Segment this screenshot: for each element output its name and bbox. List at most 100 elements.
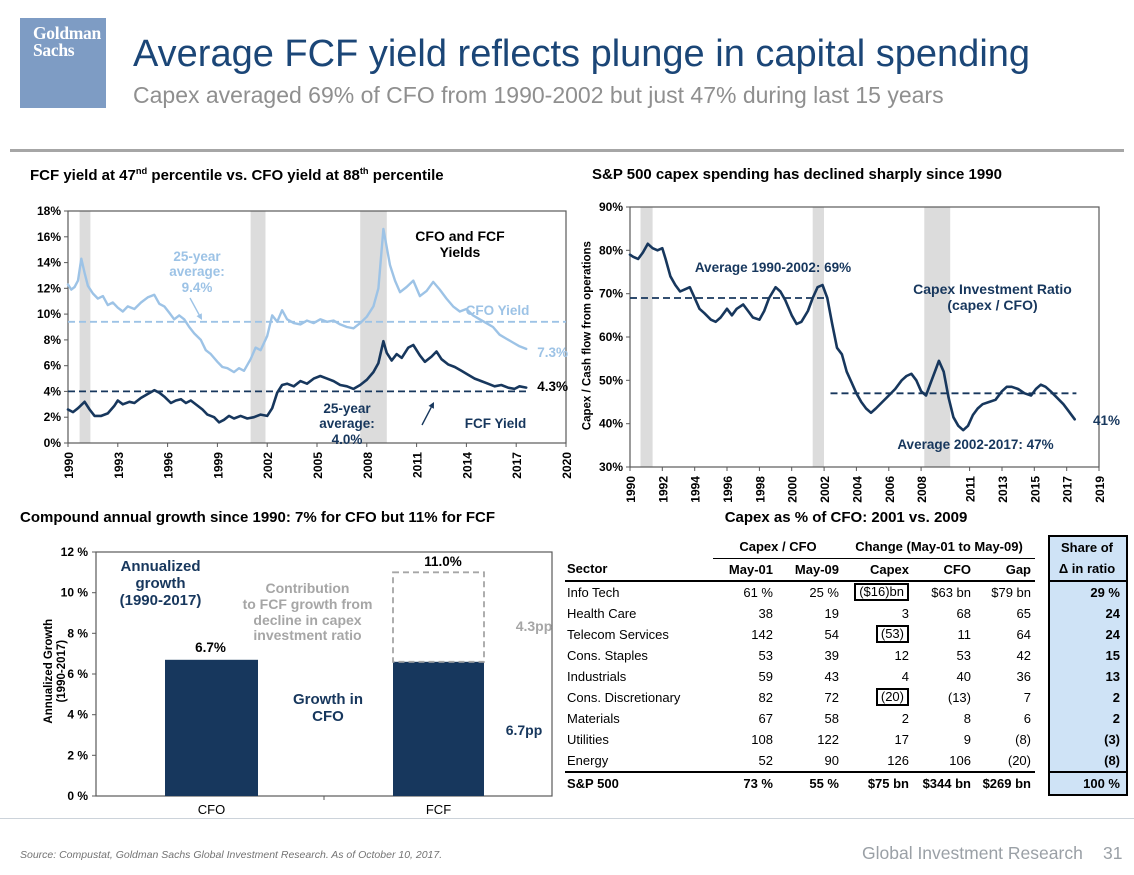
source-note: Source: Compustat, Goldman Sachs Global … <box>20 849 443 861</box>
growth-chart-yaxis-label: Annualized Growth (1990-2017) <box>42 618 68 724</box>
svg-text:2017: 2017 <box>510 452 524 479</box>
svg-text:2 %: 2 % <box>67 748 88 762</box>
fcf-yield-label: FCF Yield <box>464 416 527 431</box>
table-row: Utilities 108 122 17 9 (8) (3) <box>565 728 1128 750</box>
logo-line2: Sachs <box>33 39 75 60</box>
table-group-header-row: Capex / CFO Change (May-01 to May-09) Shar… <box>565 535 1128 559</box>
ratio-end-value: 41% <box>1093 413 1121 428</box>
table-row: Telecom Services 142 54 (53) 11 64 24 <box>565 623 1128 645</box>
logo-line1: Goldman <box>33 23 101 43</box>
page-subtitle: Capex averaged 69% of CFO from 1990-2002… <box>133 82 944 108</box>
svg-text:2015: 2015 <box>1028 476 1042 503</box>
svg-text:12%: 12% <box>37 281 61 295</box>
svg-text:2011: 2011 <box>411 452 425 478</box>
svg-text:2%: 2% <box>44 410 62 424</box>
capex-ratio-chart: 30% 40% 50% 60% 70% 80% 90% 1990 1992 1994 1996 199… <box>599 200 1107 503</box>
capex-chart-yaxis-label: Capex / Cash flow from operations <box>581 241 594 431</box>
capex-ratio-legend: Capex Investment Ratio (capex / CFO) <box>913 281 1072 313</box>
svg-text:0 %: 0 % <box>67 789 88 803</box>
svg-text:16%: 16% <box>37 230 61 244</box>
svg-text:2005: 2005 <box>311 452 325 479</box>
table-row: Info Tech 61 % 25 % ($16)bn $63 bn $79 bn 29 % <box>565 580 1128 603</box>
table-row: Industrials 59 43 4 40 36 13 <box>565 665 1128 687</box>
fcf-average-annotation: 25-year average: 4.0% <box>319 401 375 447</box>
fcf-title-part: FCF yield at 47 <box>30 167 136 184</box>
svg-text:1996: 1996 <box>162 452 176 479</box>
cfo-average-annotation: 25-year average: 9.4% <box>169 249 225 295</box>
svg-text:8 %: 8 % <box>67 626 88 640</box>
svg-text:10%: 10% <box>37 307 61 321</box>
capex-chart-title: S&P 500 capex spending has declined shar… <box>592 166 1002 183</box>
svg-text:1996: 1996 <box>721 476 735 503</box>
header-divider <box>10 149 1124 152</box>
fcf-title-sup: th <box>359 166 369 176</box>
svg-text:FCF: FCF <box>426 802 451 817</box>
fcf-title-part: percentile vs. CFO yield at 88 <box>147 167 360 184</box>
svg-text:2008: 2008 <box>915 476 929 503</box>
table-header-row: Sector May-01 May-09 Capex CFO Gap Δ in ratio <box>565 558 1128 582</box>
fcf-title-sup: nd <box>135 166 148 176</box>
svg-text:1990: 1990 <box>624 476 638 503</box>
svg-text:2000: 2000 <box>786 476 800 503</box>
table-row: Health Care 38 19 3 68 65 24 <box>565 602 1128 624</box>
annualized-growth-legend: Annualized growth (1990-2017) <box>119 558 202 609</box>
growth-chart-title: Compound annual growth since 1990: 7% fo… <box>20 509 496 526</box>
capex-cfo-table: Capex / CFO Change (May-01 to May-09) Shar… <box>565 535 1128 796</box>
svg-text:2011: 2011 <box>964 476 978 502</box>
svg-text:4 %: 4 % <box>67 708 88 722</box>
fcf-title-part: percentile <box>368 167 444 184</box>
fcf-bar-value: 11.0% <box>424 554 462 569</box>
fcf-end-value: 4.3% <box>537 379 568 394</box>
svg-text:2020: 2020 <box>560 452 574 479</box>
table-body: Info Tech 61 % 25 % ($16)bn $63 bn $79 bn 29 %… <box>565 580 1128 796</box>
svg-text:90%: 90% <box>599 200 623 214</box>
svg-text:1990: 1990 <box>62 452 76 479</box>
svg-text:60%: 60% <box>599 330 623 344</box>
annualized-growth-chart: 0 % 2 % 4 % 6 % 8 % 10 % 12 % CFO FCF <box>61 545 553 817</box>
goldman-sachs-logo: Goldman Sachs <box>20 18 106 108</box>
svg-text:2017: 2017 <box>1061 476 1075 503</box>
capex-cfo-table-container: Capex / CFO Change (May-01 to May-09) Shar… <box>565 535 1128 796</box>
table-head: Capex / CFO Change (May-01 to May-09) Shar… <box>565 535 1128 582</box>
fcf-chart-title: FCF yield at 47nd percentile vs. CFO yie… <box>30 166 575 184</box>
svg-text:4%: 4% <box>44 384 62 398</box>
svg-text:10 %: 10 % <box>61 586 89 600</box>
svg-text:2014: 2014 <box>460 452 474 479</box>
svg-text:1992: 1992 <box>656 476 670 503</box>
table-title: Capex as % of CFO: 2001 vs. 2009 <box>724 509 968 526</box>
boxed-value: ($16)bn <box>854 583 909 601</box>
boxed-value: (53) <box>875 625 909 643</box>
svg-text:8%: 8% <box>44 333 62 347</box>
table-row: Energy 52 90 126 106 (20) (8) <box>565 749 1128 772</box>
dashed-pp-value: 4.3pp <box>515 618 553 634</box>
fcf-cfo-yield-chart: 0% 2% 4% 6% 8% 10% 12% 14% 16% 18% 1990 1993 1996 199… <box>37 204 574 479</box>
svg-text:2006: 2006 <box>883 476 897 503</box>
svg-text:1994: 1994 <box>689 476 703 503</box>
page-number: 31 <box>1103 843 1123 863</box>
yields-legend-annotation: CFO and FCF Yields <box>415 228 505 260</box>
footer-brand: Global Investment Research <box>862 843 1083 863</box>
svg-text:6 %: 6 % <box>67 667 88 681</box>
growth-in-cfo-label: Growth in CFO <box>293 691 363 725</box>
table-total-row: S&P 500 73 % 55 % $75 bn $344 bn $269 bn 100 % <box>565 770 1128 796</box>
svg-text:14%: 14% <box>37 256 61 270</box>
cfo-end-value: 7.3% <box>537 345 568 360</box>
svg-text:2008: 2008 <box>361 452 375 479</box>
table-row: Cons. Discretionary 82 72 (20) (13) 7 2 <box>565 686 1128 708</box>
svg-text:40%: 40% <box>599 417 623 431</box>
boxed-value: (20) <box>875 688 909 706</box>
svg-text:2019: 2019 <box>1093 476 1107 503</box>
page-title: Average FCF yield reflects plunge in cap… <box>133 33 1031 75</box>
average-2002-2017-annotation: Average 2002-2017: 47% <box>897 437 1054 452</box>
table-row: Materials 67 58 2 8 6 2 <box>565 707 1128 729</box>
svg-text:50%: 50% <box>599 373 623 387</box>
cfo-bar-value: 6.7% <box>195 640 226 655</box>
svg-text:18%: 18% <box>37 204 61 218</box>
svg-text:CFO: CFO <box>198 802 225 817</box>
svg-text:30%: 30% <box>599 460 623 474</box>
average-1990-2002-annotation: Average 1990-2002: 69% <box>694 260 852 275</box>
svg-text:0%: 0% <box>44 436 62 450</box>
svg-text:2004: 2004 <box>850 476 864 503</box>
solid-pp-value: 6.7pp <box>505 722 543 738</box>
